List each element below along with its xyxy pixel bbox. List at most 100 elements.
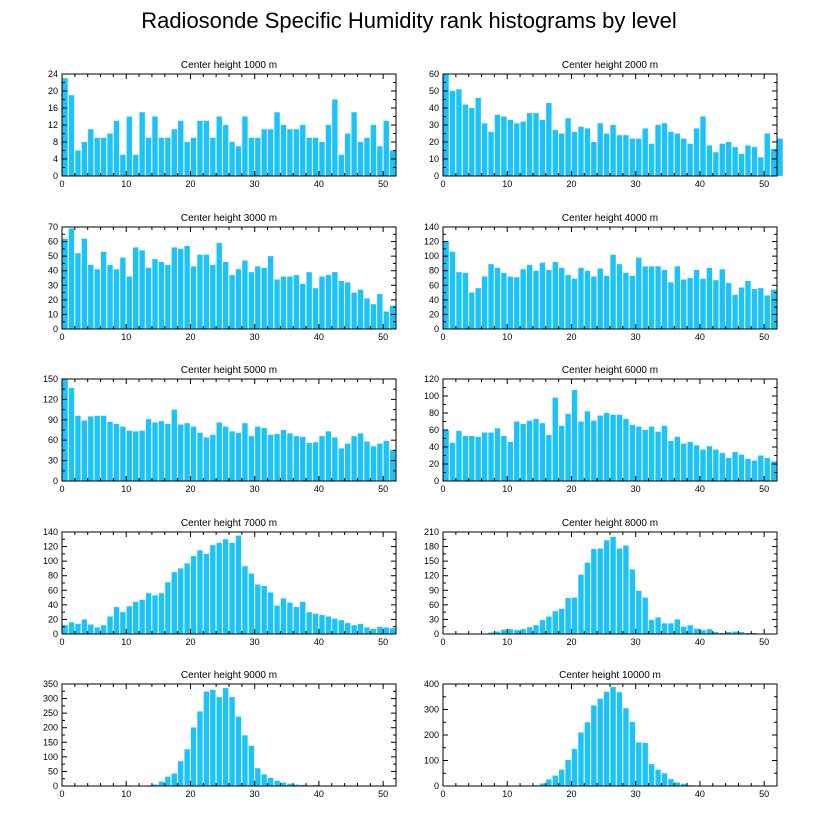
histogram-bar xyxy=(62,379,68,481)
panel-frame xyxy=(442,531,778,635)
y-tick-label: 16 xyxy=(48,103,58,113)
histogram-bar xyxy=(578,421,584,481)
histogram-bar xyxy=(190,727,197,786)
y-tick-label: 300 xyxy=(43,694,58,704)
histogram-bar xyxy=(120,612,126,634)
y-tick-label: 0 xyxy=(434,476,439,486)
y-tick-label: 0 xyxy=(53,171,58,181)
histogram-bar xyxy=(158,137,165,176)
histogram-bar xyxy=(591,549,597,634)
histogram-bar xyxy=(357,142,364,176)
histogram-bar xyxy=(636,742,642,786)
histogram-bar xyxy=(88,129,94,176)
histogram-bar xyxy=(165,264,171,329)
histogram-bar xyxy=(578,574,584,634)
histogram-bar xyxy=(178,248,184,329)
histogram-bar xyxy=(745,280,751,329)
x-tick-label: 0 xyxy=(440,179,445,189)
histogram-bar xyxy=(758,455,764,481)
histogram-bar xyxy=(745,458,751,481)
histogram-bar xyxy=(345,443,351,481)
histogram-bar xyxy=(242,566,248,634)
histogram-bar xyxy=(732,147,738,176)
x-tick-label: 20 xyxy=(566,789,576,799)
histogram-bar xyxy=(687,278,693,329)
histogram-bar xyxy=(565,118,571,176)
histogram-bar xyxy=(469,435,475,481)
histogram-bar xyxy=(674,266,681,329)
histogram-bar xyxy=(216,697,222,786)
histogram-bar xyxy=(100,137,107,176)
y-tick-label: 100 xyxy=(43,556,58,566)
histogram-bar xyxy=(623,272,629,329)
y-tick-label: 20 xyxy=(429,309,439,319)
histogram-bar xyxy=(364,441,370,481)
histogram-bar xyxy=(655,617,661,634)
histogram-bar xyxy=(222,426,229,481)
histogram-bar xyxy=(197,711,203,786)
x-tick-label: 10 xyxy=(502,484,512,494)
histogram-bar xyxy=(597,123,603,176)
histogram-bar xyxy=(501,629,507,634)
histogram-bar xyxy=(133,601,139,634)
histogram-bar xyxy=(623,545,629,634)
histogram-bar xyxy=(75,623,81,634)
histogram-bar xyxy=(120,154,126,176)
histogram-bar xyxy=(184,423,190,481)
histogram-bar xyxy=(126,606,133,634)
panel-frame xyxy=(61,683,397,787)
histogram-bar xyxy=(648,764,655,786)
histogram-bar xyxy=(165,582,171,634)
histogram-bar xyxy=(357,433,364,481)
histogram-bar xyxy=(248,573,255,634)
y-tick-label: 60 xyxy=(48,237,58,247)
histogram-bar xyxy=(462,272,469,329)
histogram-bar xyxy=(210,264,216,329)
histogram-bar xyxy=(770,148,777,176)
histogram-bar xyxy=(293,436,300,481)
histogram-bar xyxy=(636,257,642,329)
histogram-bar xyxy=(267,777,274,786)
x-tick-label: 20 xyxy=(185,637,195,647)
histogram-bar xyxy=(648,143,655,176)
histogram-bar xyxy=(133,154,139,176)
histogram-bar xyxy=(165,423,171,481)
histogram-bar xyxy=(770,461,777,481)
histogram-bar xyxy=(287,602,293,634)
x-tick-label: 20 xyxy=(566,637,576,647)
histogram-bar xyxy=(552,775,558,786)
histogram-bar xyxy=(629,424,636,481)
histogram-bar xyxy=(623,708,629,786)
histogram-bar xyxy=(197,254,203,329)
histogram-bar xyxy=(158,781,165,786)
histogram-bar xyxy=(610,125,616,176)
histogram-bar xyxy=(642,266,648,329)
histogram-bar xyxy=(501,435,507,481)
histogram-bar xyxy=(319,615,325,634)
histogram-bar xyxy=(552,130,558,176)
histogram-bar xyxy=(152,784,158,786)
x-tick-label: 30 xyxy=(631,637,641,647)
x-tick-label: 10 xyxy=(502,332,512,342)
x-tick-label: 40 xyxy=(314,179,324,189)
histogram-bar xyxy=(178,424,184,481)
histogram-bar xyxy=(351,112,357,176)
histogram-panel: Center height 6000 m 0 10 20 30 40 50 0 20 40 60 80… xyxy=(424,365,778,494)
histogram-bar xyxy=(165,776,171,786)
histogram-bar xyxy=(616,692,623,786)
y-tick-label: 10 xyxy=(48,309,58,319)
histogram-bar xyxy=(700,278,706,329)
histogram-bar xyxy=(449,442,456,481)
y-tick-label: 40 xyxy=(429,103,439,113)
histogram-bar xyxy=(94,415,100,481)
histogram-bar xyxy=(300,601,306,634)
histogram-bar xyxy=(325,616,332,634)
histogram-bar xyxy=(261,774,267,786)
y-tick-label: 180 xyxy=(424,542,439,552)
histogram-bar xyxy=(578,126,584,176)
histogram-bar xyxy=(758,157,764,176)
histogram-bar xyxy=(178,120,184,176)
y-tick-label: 100 xyxy=(424,391,439,401)
histogram-bar xyxy=(449,91,456,176)
histogram-bar xyxy=(655,431,661,481)
